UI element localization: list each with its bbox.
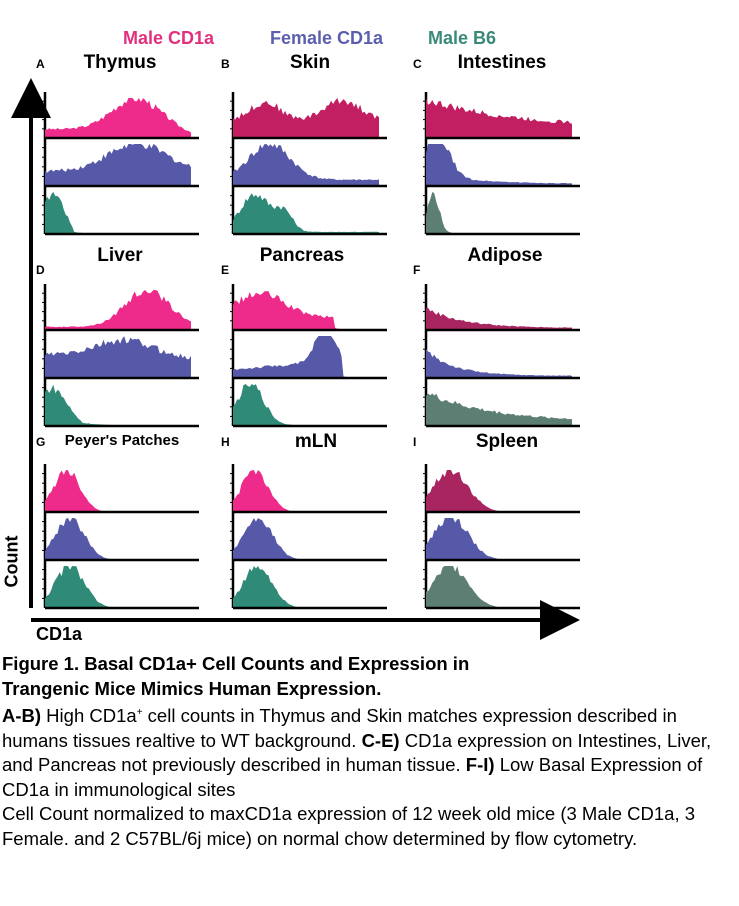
- panel-title-skin: Skin: [289, 52, 331, 73]
- panel-letter-a: A: [36, 57, 45, 71]
- histogram-figure: [11, 78, 580, 640]
- panel-letter-h: H: [221, 435, 230, 449]
- panel-title-liver: Liver: [97, 245, 143, 266]
- caption-title-line2: Trangenic Mice Mimics Human Expression.: [2, 677, 382, 699]
- caption-ab-text-b: cell counts in Thymus and Skin matches e…: [2, 705, 677, 751]
- panel-title-adipose: Adipose: [467, 245, 543, 266]
- legend-male-b6: Male B6: [428, 28, 497, 48]
- histogram-intestines-female-cd1a: [426, 144, 572, 186]
- panel-letter-d: D: [36, 263, 45, 277]
- histogram-pancreas-male-cd1a: [233, 291, 379, 330]
- caption-ab-label: A-B): [2, 705, 42, 727]
- caption-ab-superscript: +: [136, 707, 143, 718]
- panel-title-peyers-patches: Peyer's Patches: [64, 432, 180, 449]
- histogram-liver-female-cd1a: [45, 336, 191, 378]
- panel-title-thymus: Thymus: [83, 52, 157, 73]
- histogram-mln-female-cd1a: [233, 518, 379, 560]
- histogram-liver-male-b6: [45, 384, 191, 426]
- caption-fi-text: Low Basal Expression of CD1a in immunolo…: [2, 754, 703, 800]
- caption-fi-label: F-I): [465, 754, 495, 776]
- caption-note: Cell Count normalized to maxCD1a express…: [2, 803, 696, 849]
- histogram-intestines-male-b6: [426, 192, 572, 234]
- histogram-adipose-male-cd1a: [426, 307, 572, 330]
- histogram-mln-male-b6: [233, 566, 379, 608]
- histogram-adipose-female-cd1a: [426, 348, 572, 378]
- histogram-liver-male-cd1a: [45, 290, 191, 330]
- panel-title-mln: mLN: [294, 431, 338, 452]
- histogram-skin-male-b6: [233, 193, 379, 234]
- x-axis-label: CD1a: [36, 624, 83, 644]
- panel-letter-i: I: [413, 435, 417, 449]
- histogram-mln-male-cd1a: [233, 470, 379, 512]
- histogram-spleen-female-cd1a: [426, 518, 572, 560]
- histogram-skin-female-cd1a: [233, 144, 379, 186]
- panel-title-intestines: Intestines: [457, 52, 547, 73]
- caption-title-line1: Figure 1. Basal CD1a+ Cell Counts and Ex…: [2, 653, 470, 674]
- histogram-spleen-male-cd1a: [426, 470, 572, 512]
- histogram-peyers-patches-male-b6: [45, 566, 191, 608]
- y-axis-label: Count: [1, 535, 22, 588]
- caption-ce-label: C-E): [361, 729, 400, 751]
- histogram-pancreas-male-b6: [233, 384, 379, 426]
- panel-title-spleen: Spleen: [475, 431, 539, 452]
- histogram-thymus-female-cd1a: [45, 144, 191, 186]
- histogram-adipose-male-b6: [426, 393, 572, 426]
- legend-female-cd1a: Female CD1a: [270, 28, 384, 48]
- histogram-thymus-male-cd1a: [45, 98, 191, 138]
- histogram-skin-male-cd1a: [233, 98, 379, 138]
- histogram-peyers-patches-male-cd1a: [45, 470, 191, 512]
- caption-ce-text: CD1a expression on Intestines, Liver, an…: [2, 729, 712, 776]
- panel-letter-e: E: [221, 263, 230, 277]
- legend-male-cd1a: Male CD1a: [123, 28, 215, 48]
- panel-title-pancreas: Pancreas: [259, 245, 345, 266]
- histogram-intestines-male-cd1a: [426, 98, 572, 138]
- histogram-pancreas-female-cd1a: [233, 336, 379, 378]
- panel-letter-b: B: [221, 57, 230, 71]
- histogram-spleen-male-b6: [426, 566, 572, 608]
- caption-ab-text-a: High CD1a: [41, 705, 137, 727]
- histogram-panels: [42, 92, 580, 610]
- panel-letter-g: G: [36, 435, 46, 449]
- histogram-peyers-patches-female-cd1a: [45, 518, 191, 560]
- figure-caption: Figure 1. Basal CD1a+ Cell Counts and Ex…: [2, 652, 737, 851]
- panel-letter-f: F: [413, 263, 421, 277]
- histogram-thymus-male-b6: [45, 192, 191, 234]
- panel-letter-c: C: [413, 57, 422, 71]
